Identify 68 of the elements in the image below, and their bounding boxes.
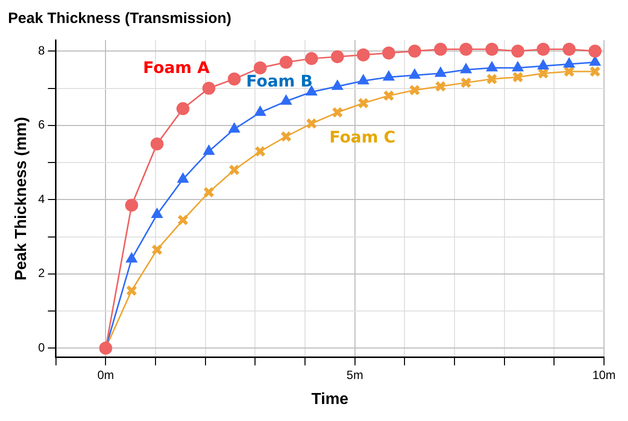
point <box>330 50 344 64</box>
point <box>486 61 498 72</box>
point <box>358 97 369 109</box>
point <box>460 77 472 88</box>
point <box>588 44 602 58</box>
point <box>126 284 138 296</box>
point <box>228 122 240 133</box>
point <box>151 244 163 256</box>
point <box>306 118 318 130</box>
y-tick-label: 2 <box>38 266 46 280</box>
point <box>332 106 344 118</box>
point <box>305 52 318 66</box>
point <box>563 58 575 68</box>
point <box>562 42 576 56</box>
point <box>176 102 190 116</box>
point <box>511 44 524 58</box>
point <box>151 208 163 218</box>
point <box>126 252 138 263</box>
point <box>254 61 267 74</box>
point <box>306 85 318 96</box>
y-axis-title: Peak Thickness (mm) <box>13 116 30 281</box>
point <box>332 80 344 90</box>
point <box>254 106 266 116</box>
series-label: Foam A <box>142 58 210 77</box>
point <box>177 172 189 183</box>
point <box>512 71 524 83</box>
y-tick-label: 6 <box>38 118 46 132</box>
point <box>203 144 215 155</box>
point <box>409 84 420 96</box>
point <box>408 68 420 79</box>
point <box>408 44 422 58</box>
point <box>383 70 394 81</box>
point <box>383 90 394 102</box>
x-tick-label: 5m <box>346 368 364 382</box>
point <box>125 198 138 212</box>
series-label: Foam C <box>329 128 396 147</box>
point <box>538 59 549 70</box>
y-tick-label: 0 <box>38 340 46 354</box>
point <box>203 186 214 198</box>
y-tick-label: 4 <box>38 192 46 206</box>
point <box>460 63 472 74</box>
point <box>459 42 472 56</box>
x-axis-title: Time <box>311 390 349 408</box>
x-tick-label: 0m <box>97 368 114 382</box>
point <box>254 146 266 158</box>
point <box>150 137 164 150</box>
point <box>589 66 601 78</box>
point <box>280 130 292 142</box>
point <box>280 56 293 69</box>
point <box>486 73 498 85</box>
point <box>228 72 241 86</box>
series-label: Foam B <box>246 72 313 91</box>
point <box>536 42 550 56</box>
point <box>434 42 448 56</box>
point <box>177 214 189 226</box>
point <box>228 164 240 176</box>
point <box>485 42 498 56</box>
point <box>280 94 292 105</box>
point <box>512 61 524 72</box>
chart-title: Peak Thickness (Transmission) <box>8 10 232 28</box>
point <box>202 82 216 95</box>
point <box>356 48 370 62</box>
y-tick-label: 8 <box>38 43 46 58</box>
x-tick-label: 10m <box>592 368 616 382</box>
point <box>434 66 446 77</box>
point <box>382 46 396 60</box>
point <box>434 80 446 92</box>
point <box>358 74 370 84</box>
